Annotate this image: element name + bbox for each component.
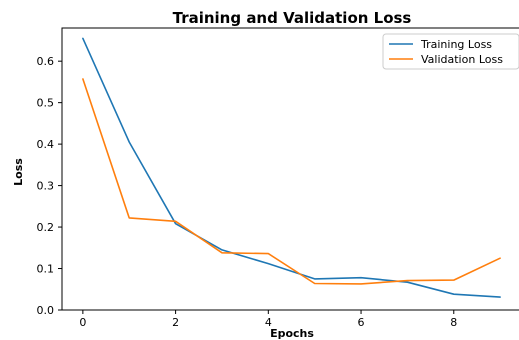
x-tick-label: 4 [265, 316, 272, 329]
x-axis: 0 2 4 6 8 [79, 310, 457, 329]
legend: Training Loss Validation Loss [382, 33, 519, 70]
legend-box [382, 33, 519, 70]
y-tick-label: 0.2 [37, 221, 55, 234]
x-tick-label: 8 [450, 316, 457, 329]
series-line-training-loss [82, 37, 501, 298]
x-tick-label: 0 [79, 316, 86, 329]
y-tick-label: 0.3 [37, 180, 55, 193]
y-axis-title: Loss [12, 158, 25, 186]
y-tick-label: 0.6 [37, 55, 55, 68]
x-tick-label: 6 [358, 316, 365, 329]
x-tick-label: 2 [172, 316, 179, 329]
y-tick-label: 0.1 [37, 263, 55, 276]
legend-label: Validation Loss [421, 53, 503, 66]
y-tick-label: 0.4 [37, 138, 55, 151]
y-tick-label: 0.0 [37, 304, 55, 317]
y-tick-label: 0.5 [37, 97, 55, 110]
series-line-validation-loss [82, 78, 501, 285]
plot-area [82, 37, 501, 298]
legend-label: Training Loss [420, 38, 492, 51]
x-axis-title: Epochs [270, 327, 314, 340]
y-axis: 0.0 0.1 0.2 0.3 0.4 0.5 0.6 [37, 55, 62, 317]
chart-title: Training and Validation Loss [173, 9, 412, 27]
plot-frame [61, 27, 519, 311]
